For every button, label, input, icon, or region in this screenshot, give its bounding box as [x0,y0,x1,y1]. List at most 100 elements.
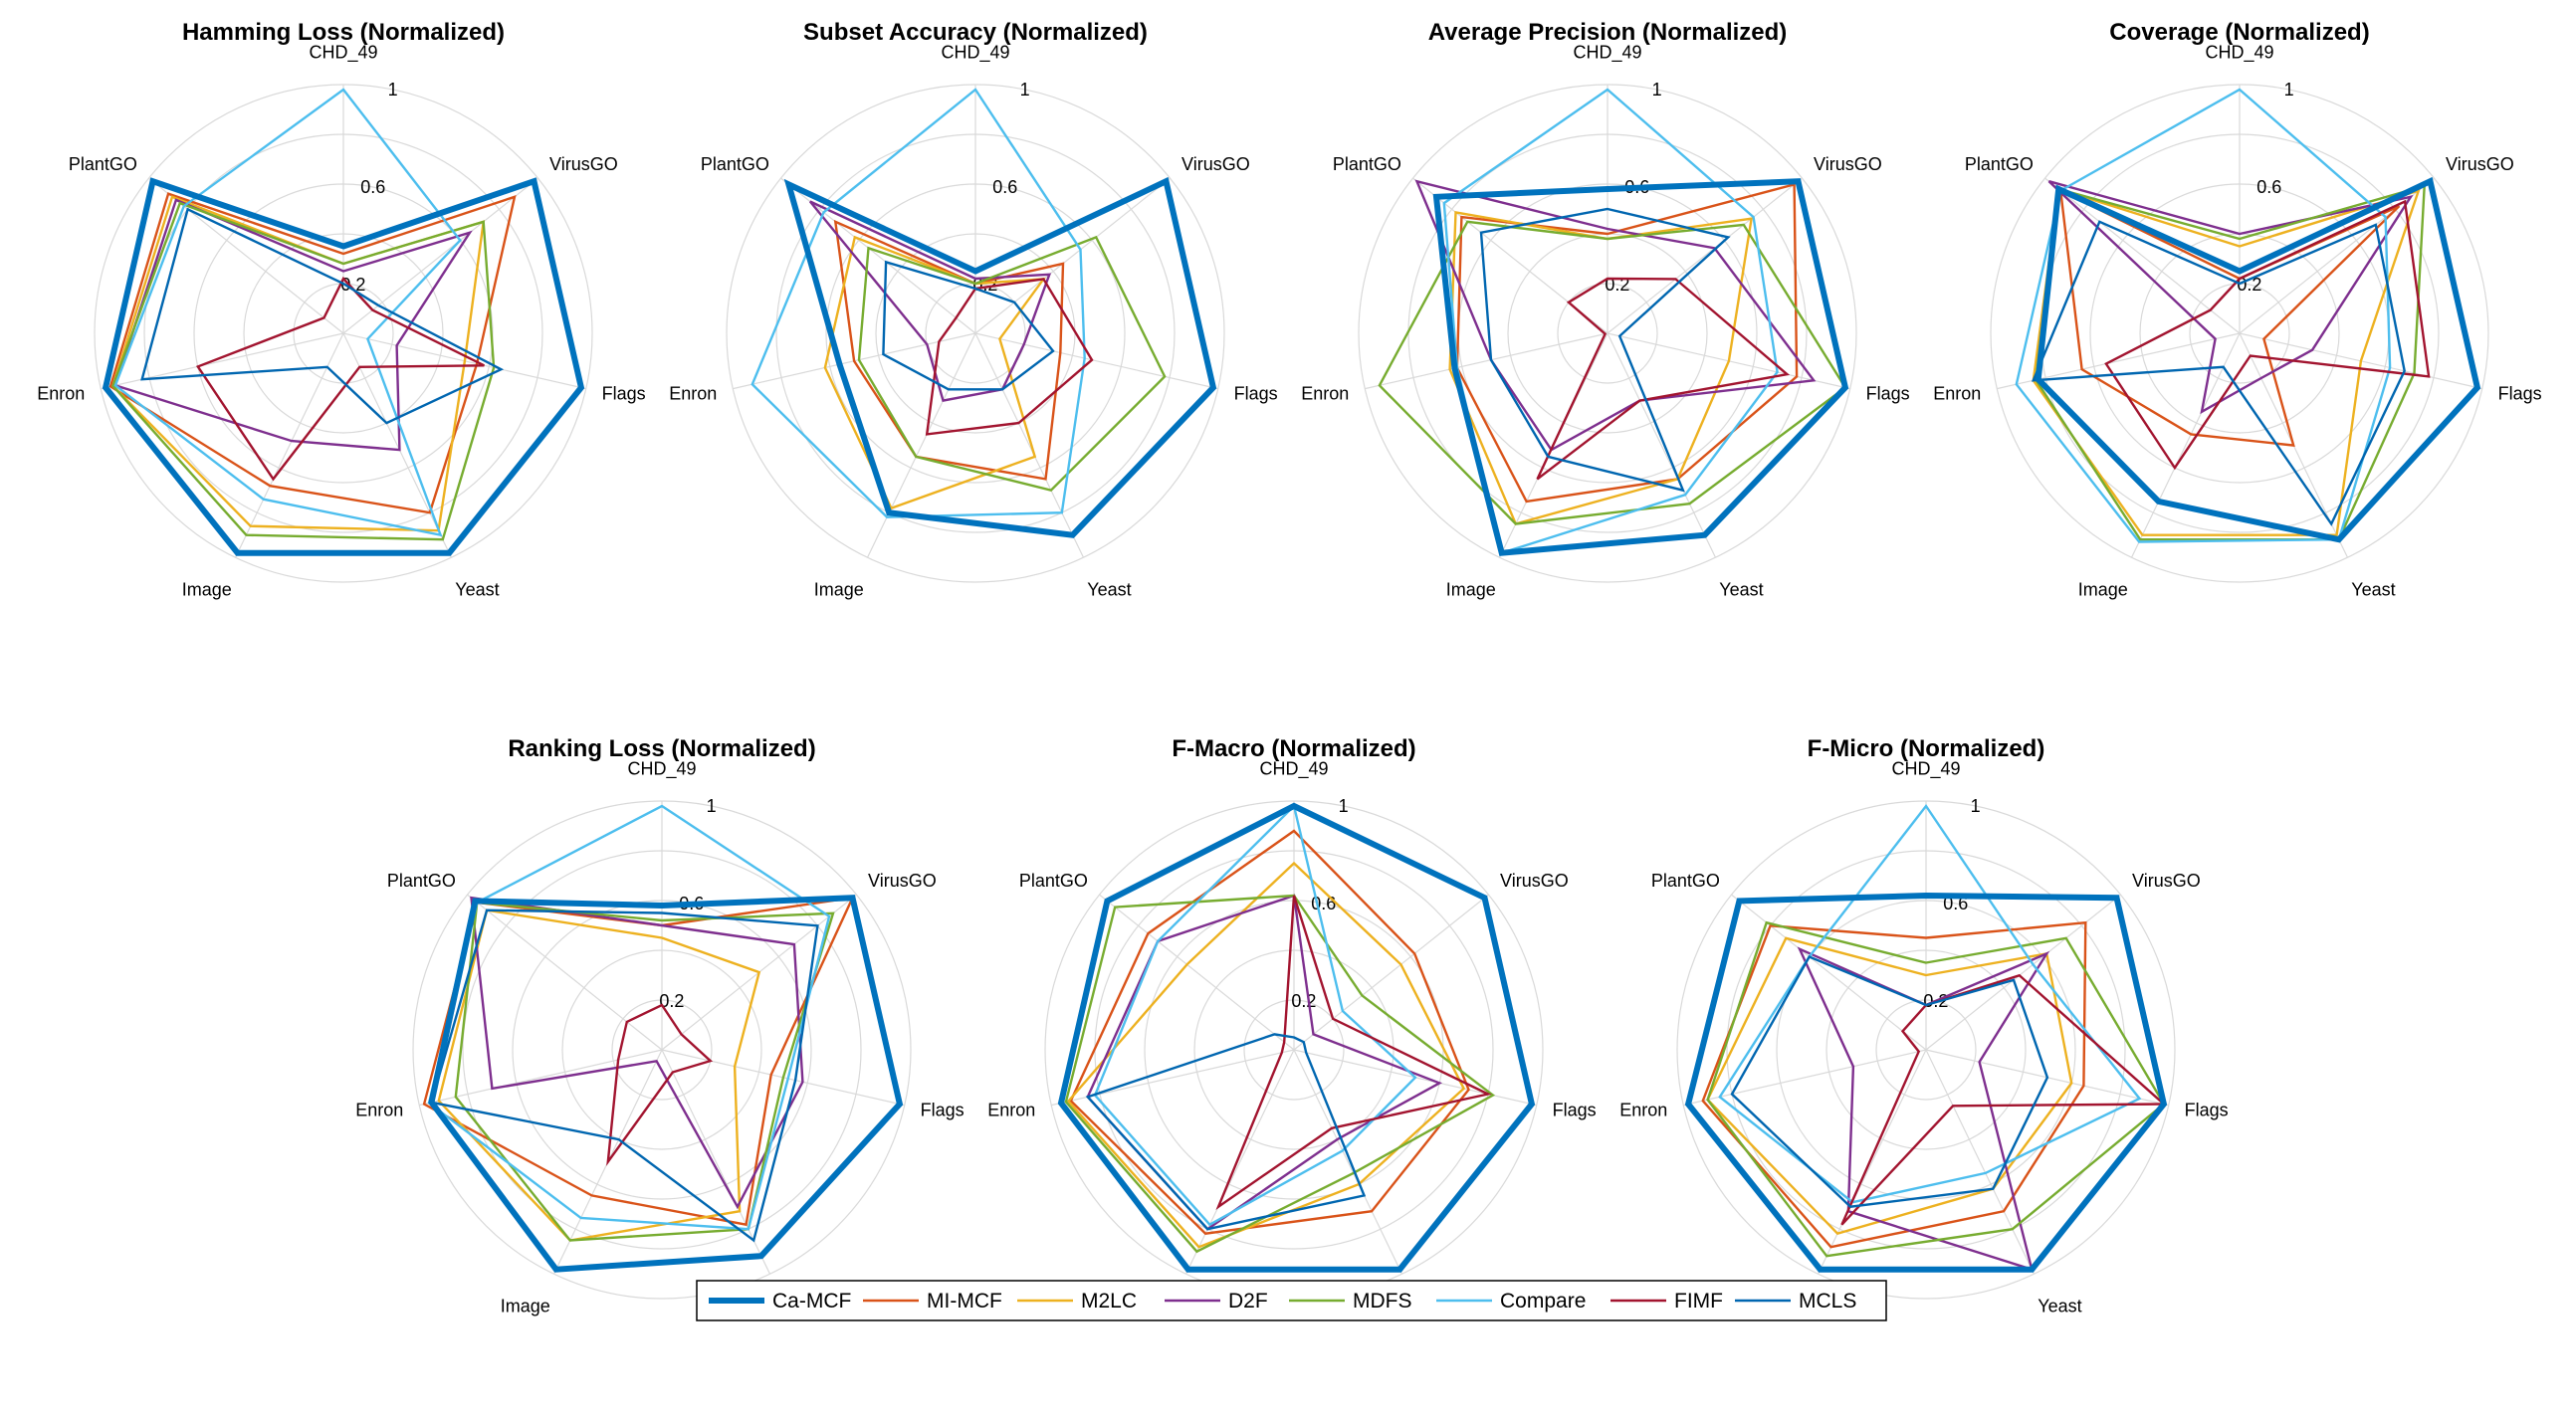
axis-label-image: Image [1446,580,1496,600]
legend-label-mi-mcf: MI-MCF [927,1290,1002,1313]
legend-label-ca-mcf: Ca-MCF [772,1290,851,1313]
series-d2f [2047,180,2414,415]
legend-label-d2f: D2F [1228,1290,1268,1313]
series-fimf [925,278,1094,436]
grid-spoke [1099,894,1295,1051]
series-mcls [1085,1033,1367,1231]
axis-label-plantgo: PlantGO [1965,154,2034,174]
grid-spoke [1925,894,2121,1051]
grid-spoke [1607,332,1717,558]
chart-title: F-Macro (Normalized) [1172,735,1415,762]
radial-tick-label: 0.2 [340,275,365,295]
axis-label-chd-49: CHD_49 [2205,43,2273,64]
axis-label-image: Image [814,580,864,600]
radial-tick-label: 1 [1652,80,1662,100]
axis-label-virusgo: VirusGO [1814,154,1882,174]
grid-spoke [1925,1049,2036,1275]
grid-spoke [1293,1049,1403,1275]
axis-label-enron: Enron [355,1101,403,1120]
axis-label-flags: Flags [1866,384,1910,404]
axis-label-flags: Flags [2498,384,2542,404]
series-mi-mcf [1455,182,1799,504]
radar-plots: Hamming Loss (Normalized) 0.2 0.6 1 CHD_49 Vi… [37,19,2541,1316]
radial-tick-label: 0.6 [2256,177,2281,197]
axis-label-yeast: Yeast [1087,580,1131,600]
series-compare [751,88,1086,518]
series-mdfs [857,235,1167,493]
series-d2f [113,198,473,452]
series-mdfs [1064,894,1496,1254]
chart-title: Average Precision (Normalized) [1428,19,1788,46]
grid-spoke [2130,332,2241,558]
series-ca-mcf [1684,892,2168,1273]
axis-label-chd-49: CHD_49 [1259,759,1328,780]
series-compare [113,88,462,537]
axis-label-image: Image [2078,580,2128,600]
grid-spoke [974,332,1218,390]
series-mcls [2031,220,2406,526]
series-mi-mcf [833,219,1065,481]
axis-label-enron: Enron [1301,384,1349,404]
radial-tick-label: 1 [1339,796,1349,816]
series-m2lc [1706,936,2073,1236]
series-fimf [2104,199,2431,471]
series-compare [1718,803,2142,1204]
axis-label-chd-49: CHD_49 [309,43,377,64]
axis-label-flags: Flags [921,1101,965,1120]
axis-label-virusgo: VirusGO [1181,154,1250,174]
radial-tick-label: 0.6 [992,177,1017,197]
grid-spoke [1184,1049,1295,1275]
radar-chart-ranking-loss-normalized: Ranking Loss (Normalized)0.20.61CHD_49Vi… [355,735,964,1316]
series-m2lc [1448,210,1754,525]
radial-tick-label: 0.2 [659,991,684,1011]
radar-chart-f-macro-normalized: F-Macro (Normalized)0.20.61CHD_49VirusGO… [987,735,1596,1316]
series-m2lc [823,235,1046,510]
grid-spoke [1817,1049,1927,1275]
axis-label-enron: Enron [1619,1101,1667,1120]
series-mi-mcf [1701,920,2087,1249]
axis-label-virusgo: VirusGO [868,871,937,891]
radial-tick-label: 0.6 [360,177,385,197]
axis-label-virusgo: VirusGO [2446,154,2514,174]
axis-label-chd-49: CHD_49 [1891,759,1960,780]
grid-spoke [2044,177,2241,334]
series-d2f [1414,179,1817,452]
series-mcls [882,260,1055,391]
radial-tick-label: 1 [2284,80,2294,100]
grid-spoke [661,1049,771,1275]
axis-label-plantgo: PlantGO [1651,871,1720,891]
series-mcls [1479,207,1731,493]
series-d2f [808,200,1052,402]
series-fimf [195,276,485,482]
legend: Ca-MCF MI-MCF M2LC D2F MDFS Compare FIMF MCLS [696,1280,1887,1321]
grid-spoke [342,332,453,558]
axis-label-plantgo: PlantGO [1333,154,1401,174]
radar-chart-coverage-normalized: Coverage (Normalized) 0.2 0.6 1 CHD_49 VirusG… [1933,19,2541,600]
series-fimf [1536,277,1791,481]
radial-tick-label: 0.2 [1291,991,1316,1011]
axis-label-plantgo: PlantGO [1019,871,1088,891]
series-ca-mcf [1057,802,1536,1273]
axis-label-image: Image [182,580,232,600]
axis-label-virusgo: VirusGO [2132,871,2201,891]
series-mdfs [111,201,496,541]
grid-spoke [1607,177,1803,334]
axis-label-chd-49: CHD_49 [1573,43,1641,64]
axis-label-flags: Flags [2185,1101,2229,1120]
grid-spoke [866,332,976,558]
radial-tick-label: 0.2 [2237,275,2261,295]
radial-tick-label: 1 [1971,796,1981,816]
grid-spoke [974,177,1171,334]
chart-title: Ranking Loss (Normalized) [508,735,815,762]
series-mi-mcf [108,192,517,514]
legend-label-fimf: FIMF [1674,1290,1723,1313]
axis-label-flags: Flags [1553,1101,1597,1120]
chart-title: Coverage (Normalized) [2109,19,2369,46]
axis-label-image: Image [501,1297,550,1316]
radar-chart-subset-accuracy-normalized: Subset Accuracy (Normalized)0.20.61CHD_4… [669,19,1277,600]
axis-label-virusgo: VirusGO [549,154,618,174]
grid-spoke [234,332,344,558]
series-compare [1442,88,1779,555]
radar-chart-hamming-loss-normalized: Hamming Loss (Normalized) 0.2 0.6 1 CHD_49 Vi… [37,19,645,600]
